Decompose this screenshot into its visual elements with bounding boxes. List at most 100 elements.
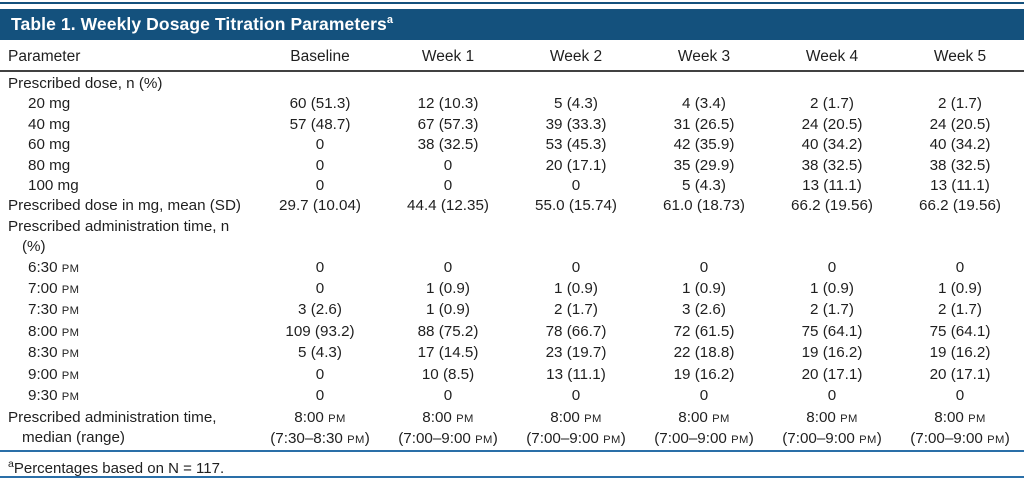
table-cell: 0: [443, 387, 453, 405]
table-cell: 19 (16.2): [929, 344, 991, 362]
table-cell: 8:00 PM (7:00–9:00 PM): [526, 408, 626, 447]
table-title: Table 1. Weekly Dosage Titration Paramet…: [11, 14, 387, 34]
row-label: 40 mg: [28, 115, 71, 133]
table-row: Prescribed administration time, n (%): [0, 217, 1024, 258]
table-row: Prescribed dose, n (%): [0, 74, 1024, 94]
table-cell: 5 (4.3): [298, 344, 342, 362]
footnote-text: Percentages based on N = 117.: [13, 460, 225, 478]
table-row: 100 mg 0 0 0 5 (4.3) 13 (11.1) 13 (11.1): [0, 176, 1024, 196]
table-cell: 20 (17.1): [801, 365, 863, 383]
column-header-baseline: Baseline: [290, 47, 350, 65]
table-cell: 0: [315, 156, 325, 174]
table-cell: 5 (4.3): [554, 95, 598, 113]
row-label: Prescribed administration time, n (%): [8, 217, 230, 256]
table-cell: 40 (34.2): [801, 136, 863, 154]
footnote-marker: a: [8, 458, 14, 471]
table-row: 7:30 PM 3 (2.6) 1 (0.9) 2 (1.7) 3 (2.6) 2 (1.…: [0, 300, 1024, 321]
row-label: 7:30 PM: [28, 301, 80, 319]
table-cell: 0: [315, 136, 325, 154]
table-cell: 2 (1.7): [554, 301, 598, 319]
table-cell: 8:00 PM (7:00–9:00 PM): [654, 408, 754, 447]
table-cell: 4 (3.4): [682, 95, 726, 113]
table-cell: 66.2 (19.56): [791, 197, 873, 215]
table-cell: 8:00 PM (7:30–8:30 PM): [270, 408, 370, 447]
table-cell: 3 (2.6): [682, 301, 726, 319]
table-cell: 0: [443, 258, 453, 276]
header-divider: [0, 70, 1024, 72]
table-cell: 0: [827, 387, 837, 405]
bottom-rule: [0, 476, 1024, 478]
table-cell: 1 (0.9): [554, 280, 598, 298]
table-title-bar: Table 1. Weekly Dosage Titration Paramet…: [0, 9, 1024, 40]
row-label: Prescribed dose in mg, mean (SD): [8, 197, 241, 215]
table-cell: 0: [955, 387, 965, 405]
table-cell: 22 (18.8): [673, 344, 735, 362]
table-cell: 109 (93.2): [285, 322, 355, 340]
table-cell: 66.2 (19.56): [919, 197, 1001, 215]
table-cell: 0: [315, 177, 325, 195]
table-row: 6:30 PM 0 0 0 0 0 0: [0, 258, 1024, 279]
table-cell: 1 (0.9): [938, 280, 982, 298]
table-cell: 60 (51.3): [289, 95, 351, 113]
table-cell: 1 (0.9): [426, 280, 470, 298]
table-cell: 0: [443, 177, 453, 195]
table-row: 40 mg 57 (48.7) 67 (57.3) 39 (33.3) 31 (26.5…: [0, 115, 1024, 135]
table-cell: 39 (33.3): [545, 115, 607, 133]
row-label: 20 mg: [28, 95, 71, 113]
table-cell: 0: [571, 177, 581, 195]
table-cell: 0: [699, 258, 709, 276]
table-row: 7:00 PM 0 1 (0.9) 1 (0.9) 1 (0.9) 1 (0.9) 1 (0…: [0, 279, 1024, 300]
table-cell: 75 (64.1): [801, 322, 863, 340]
table-row: Prescribed administration time, median (…: [0, 408, 1024, 451]
table-cell: 75 (64.1): [929, 322, 991, 340]
table-cell: 8:00 PM (7:00–9:00 PM): [782, 408, 882, 447]
column-header-week3: Week 3: [677, 47, 731, 65]
table-title-footnote-marker: a: [386, 14, 394, 27]
table-cell: 8:00 PM (7:00–9:00 PM): [910, 408, 1010, 447]
table-row: 80 mg 0 0 20 (17.1) 35 (29.9) 38 (32.5) 38 (32…: [0, 156, 1024, 176]
table-cell: 10 (8.5): [421, 365, 475, 383]
table-cell: 0: [443, 156, 453, 174]
table-cell: 1 (0.9): [426, 301, 470, 319]
column-header-row: Parameter Baseline Week 1 Week 2 Week 3 …: [0, 43, 1024, 70]
row-label: 80 mg: [28, 156, 71, 174]
table-cell: 8:00 PM (7:00–9:00 PM): [398, 408, 498, 447]
table-cell: 53 (45.3): [545, 136, 607, 154]
table-cell: 0: [571, 258, 581, 276]
table-cell: 0: [699, 387, 709, 405]
table-cell: 20 (17.1): [545, 156, 607, 174]
top-rule: [0, 2, 1024, 4]
table-row: 8:00 PM 109 (93.2) 88 (75.2) 78 (66.7) 72 (6…: [0, 322, 1024, 343]
table-cell: 55.0 (15.74): [535, 197, 617, 215]
table-cell: 24 (20.5): [929, 115, 991, 133]
row-label: 7:00 PM: [28, 280, 80, 298]
table-cell: 44.4 (12.35): [407, 197, 489, 215]
table-cell: 57 (48.7): [289, 115, 351, 133]
row-label: 100 mg: [28, 177, 79, 195]
table-cell: 35 (29.9): [673, 156, 735, 174]
table-cell: 67 (57.3): [417, 115, 479, 133]
table-cell: 2 (1.7): [938, 95, 982, 113]
column-header-week1: Week 1: [421, 47, 475, 65]
row-label: Prescribed dose, n (%): [8, 75, 163, 92]
table-cell: 12 (10.3): [417, 95, 479, 113]
table-cell: 61.0 (18.73): [663, 197, 745, 215]
row-label: 60 mg: [28, 136, 71, 154]
table-cell: 13 (11.1): [930, 177, 990, 195]
table-cell: 38 (32.5): [929, 156, 991, 174]
table-cell: 24 (20.5): [801, 115, 863, 133]
row-label: 9:00 PM: [28, 365, 80, 383]
table-cell: 23 (19.7): [545, 344, 607, 362]
table-cell: 13 (11.1): [546, 365, 606, 383]
footnote-top-rule: [0, 450, 1024, 453]
table-cell: 1 (0.9): [810, 280, 854, 298]
table-body: Prescribed dose, n (%) 20 mg 60 (51.3) 12 (…: [0, 72, 1024, 450]
table-cell: 0: [315, 258, 325, 276]
row-label: 9:30 PM: [28, 387, 80, 405]
table-row: 60 mg 0 38 (32.5) 53 (45.3) 42 (35.9) 40 (34.…: [0, 135, 1024, 155]
table-row: 20 mg 60 (51.3) 12 (10.3) 5 (4.3) 4 (3.4) 2 (…: [0, 94, 1024, 114]
row-label: 6:30 PM: [28, 258, 80, 276]
table-cell: 0: [571, 387, 581, 405]
column-header-week5: Week 5: [933, 47, 987, 65]
